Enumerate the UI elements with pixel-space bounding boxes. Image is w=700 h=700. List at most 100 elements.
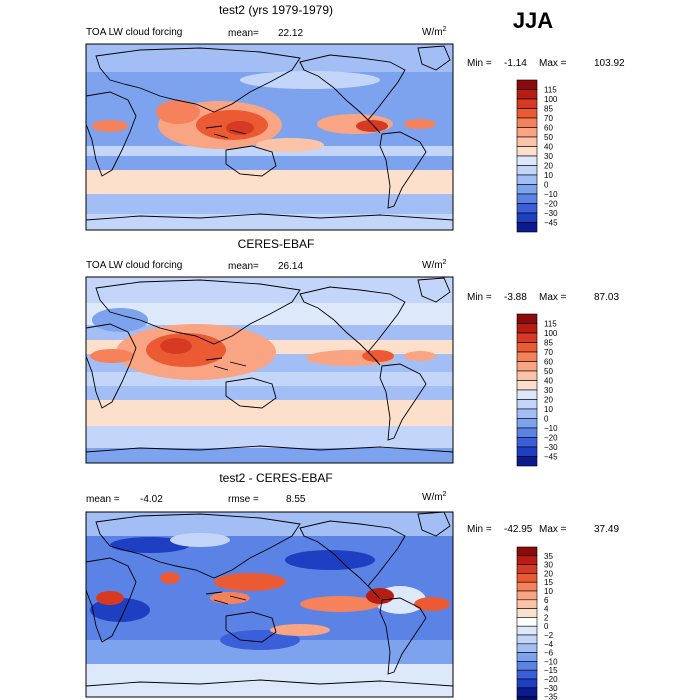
mean-label: mean = — [86, 494, 120, 505]
colorbar-tick-label: 10 — [544, 405, 553, 414]
colorbar-tick-label: 0 — [544, 622, 549, 631]
colorbar-box — [516, 427, 538, 438]
colorbar-boxes — [516, 313, 538, 467]
colorbar-tick-label: −15 — [544, 666, 558, 675]
colorbar-box — [516, 380, 538, 391]
outline-eurasia — [95, 279, 301, 345]
colorbar-box — [516, 696, 538, 700]
outline-indonesia — [205, 357, 247, 371]
colorbar-tick-label: −6 — [544, 649, 554, 658]
colorbar-tick-label: 20 — [544, 162, 553, 171]
colorbar-tick-label: 4 — [544, 605, 549, 614]
units-text: W/m — [422, 27, 443, 38]
colorbar-box — [516, 136, 538, 147]
colorbar-box — [516, 669, 538, 680]
panel-title: test2 - CERES-EBAF — [219, 471, 332, 485]
colorbar-box — [516, 79, 538, 90]
colorbar-box — [516, 193, 538, 204]
mean-value: 26.14 — [278, 261, 303, 272]
blob-warm-2 — [210, 592, 250, 604]
colorbar-tick-label: 100 — [544, 329, 558, 338]
max-value: 87.03 — [594, 292, 619, 303]
colorbar-box — [516, 351, 538, 362]
field-label: TOA LW cloud forcing — [86, 27, 182, 38]
colorbar-box — [516, 608, 538, 618]
min-label: Min = — [467, 524, 492, 535]
colorbar-box — [516, 599, 538, 609]
min-value: -3.88 — [504, 292, 527, 303]
npac-storm — [240, 71, 380, 89]
colorbar-tick-label: −10 — [544, 424, 558, 433]
colorbar-box — [516, 399, 538, 410]
map-plot — [86, 44, 453, 230]
colorbar-box — [516, 546, 538, 557]
band-southern-light — [86, 400, 453, 426]
colorbar-tick-label: 85 — [544, 339, 553, 348]
atlantic-itcz — [404, 351, 436, 361]
africa-itcz — [90, 349, 134, 363]
colorbar-box — [516, 174, 538, 185]
outline-north-america — [299, 54, 406, 134]
blob-warm-1 — [214, 573, 286, 591]
outline-australia — [225, 611, 277, 643]
colorbar-tick-label: −45 — [544, 219, 558, 228]
colorbar-tick-label: −30 — [544, 684, 558, 693]
outline-south-america — [379, 131, 427, 209]
colorbar-tick-label: −10 — [544, 190, 558, 199]
blob-light-1 — [170, 533, 230, 547]
colorbar-box — [516, 212, 538, 223]
outline-indonesia — [205, 591, 247, 605]
colorbar-tick-label: 115 — [544, 86, 557, 95]
colorbar-tick-label: 60 — [544, 358, 553, 367]
colorbar-box — [516, 408, 538, 419]
colorbar-box — [516, 342, 538, 353]
colorbar-box — [516, 146, 538, 157]
colorbar-box — [516, 617, 538, 627]
units-label: W/m2 — [422, 491, 447, 503]
colorbar-tick-label: 40 — [544, 377, 553, 386]
colorbar-box — [516, 634, 538, 645]
colorbar-tick-label: 50 — [544, 367, 553, 376]
band-arctic — [86, 44, 453, 72]
colorbar-tick-label: 10 — [544, 587, 553, 596]
colorbar-tick-label: −20 — [544, 200, 558, 209]
mean-label: mean= — [228, 28, 259, 39]
blob-warm-6 — [366, 588, 394, 604]
colorbar-box — [516, 203, 538, 214]
epac-itcz-core — [362, 350, 394, 362]
colorbar-tick-label: −4 — [544, 640, 554, 649]
colorbar-tick-label: −30 — [544, 209, 558, 218]
outline-africa — [86, 323, 137, 409]
outline-antarctica — [86, 679, 453, 687]
units-label: W/m2 — [422, 26, 447, 38]
map-frame — [85, 511, 454, 698]
outline-australia — [225, 145, 277, 177]
colorbar-tick-label: 60 — [544, 124, 553, 133]
min-value: -42.95 — [504, 524, 533, 535]
map-frame — [85, 276, 454, 464]
panel-title: test2 (yrs 1979-1979) — [219, 3, 333, 17]
colorbar-tick-label: −10 — [544, 657, 558, 666]
colorbar-box — [516, 573, 538, 583]
colorbar-tick-label: 20 — [544, 569, 553, 578]
outline-australia — [225, 377, 277, 409]
mean-label: mean= — [228, 261, 259, 272]
outline-greenland — [417, 45, 451, 71]
colorbar-box — [516, 625, 538, 636]
blob-warm-8 — [270, 624, 330, 636]
blob-deep-1 — [110, 537, 190, 553]
colorbar-box — [516, 323, 538, 334]
colorbar-box — [516, 661, 538, 671]
asia-monsoon — [156, 100, 200, 124]
colorbar-box — [516, 370, 538, 381]
colorbar-box — [516, 652, 538, 662]
colorbar-box — [516, 590, 538, 601]
colorbar-tick-label: 0 — [544, 415, 549, 424]
colorbar-box — [516, 184, 538, 195]
units-text: W/m — [422, 260, 443, 271]
colorbar-box — [516, 313, 538, 324]
band-antarctic — [86, 448, 453, 463]
outline-north-america — [299, 520, 406, 600]
